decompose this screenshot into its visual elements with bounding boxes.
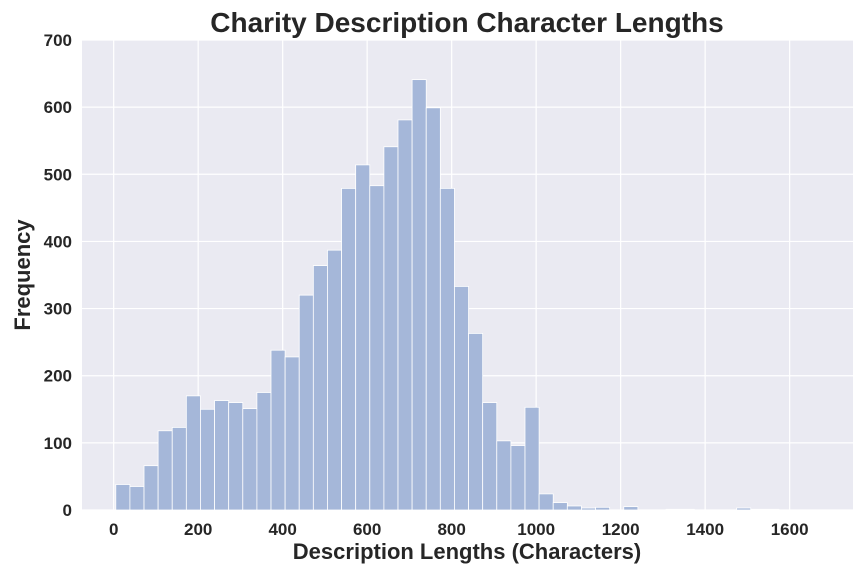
x-axis-label: Description Lengths (Characters): [293, 539, 641, 564]
histogram-bar: [623, 506, 639, 511]
histogram-bar: [214, 400, 230, 511]
x-tick-label: 600: [353, 520, 381, 539]
y-tick-label: 300: [44, 300, 72, 319]
histogram-bar: [482, 402, 498, 511]
y-axis-ticks: 0 100 200 300 400 500 600 700: [44, 31, 72, 520]
histogram-bar: [750, 508, 766, 511]
histogram-bar: [284, 356, 300, 511]
histogram-bar: [566, 505, 582, 511]
histogram-bar: [411, 79, 427, 511]
x-tick-label: 0: [109, 520, 118, 539]
histogram-bar: [524, 406, 540, 511]
y-tick-label: 0: [63, 501, 72, 520]
x-tick-label: 800: [437, 520, 465, 539]
y-tick-label: 100: [44, 434, 72, 453]
histogram-bar: [397, 119, 413, 511]
chart-title: Charity Description Character Lengths: [210, 7, 723, 38]
y-tick-label: 400: [44, 232, 72, 251]
histogram-bar: [538, 493, 554, 511]
histogram-bar: [552, 502, 568, 511]
histogram-bar: [312, 265, 328, 511]
histogram-bar: [143, 465, 159, 511]
y-tick-label: 200: [44, 367, 72, 386]
histogram-bar: [341, 187, 357, 511]
histogram-bar: [425, 107, 441, 511]
x-tick-label: 400: [268, 520, 296, 539]
histogram-bars: [115, 79, 780, 511]
histogram-bar: [129, 486, 145, 511]
histogram-bar: [595, 506, 611, 511]
histogram-bar: [256, 392, 272, 511]
x-tick-label: 200: [184, 520, 212, 539]
histogram-bar: [581, 507, 596, 511]
histogram-bar: [270, 349, 286, 511]
y-tick-label: 600: [44, 98, 72, 117]
histogram-bar: [369, 185, 385, 511]
histogram-bar: [171, 427, 187, 511]
x-tick-label: 1200: [602, 520, 640, 539]
histogram-bar: [468, 333, 484, 511]
histogram-bar: [679, 508, 695, 511]
histogram-bar: [736, 507, 752, 511]
histogram-bar: [355, 164, 371, 511]
x-axis-ticks: 0 200 400 600 800 1000 1200 1400 1600: [109, 520, 809, 539]
histogram-bar: [665, 508, 681, 511]
histogram-bar: [298, 294, 314, 511]
histogram-bar: [383, 146, 399, 511]
histogram-bar: [510, 445, 526, 511]
y-axis-label: Frequency: [10, 219, 35, 331]
x-tick-label: 1000: [517, 520, 555, 539]
x-tick-label: 1400: [686, 520, 724, 539]
histogram-bar: [242, 408, 258, 511]
histogram-bar: [200, 408, 215, 511]
y-tick-label: 700: [44, 31, 72, 50]
y-tick-label: 500: [44, 165, 72, 184]
histogram-bar: [185, 395, 201, 511]
x-tick-label: 1600: [771, 520, 809, 539]
histogram-bar: [439, 187, 455, 511]
histogram-bar: [764, 508, 780, 511]
histogram-bar: [454, 286, 469, 511]
histogram-bar: [157, 430, 173, 511]
histogram-bar: [115, 484, 131, 511]
histogram-bar: [228, 402, 244, 511]
histogram-bar: [327, 249, 342, 511]
histogram-bar: [496, 440, 512, 511]
